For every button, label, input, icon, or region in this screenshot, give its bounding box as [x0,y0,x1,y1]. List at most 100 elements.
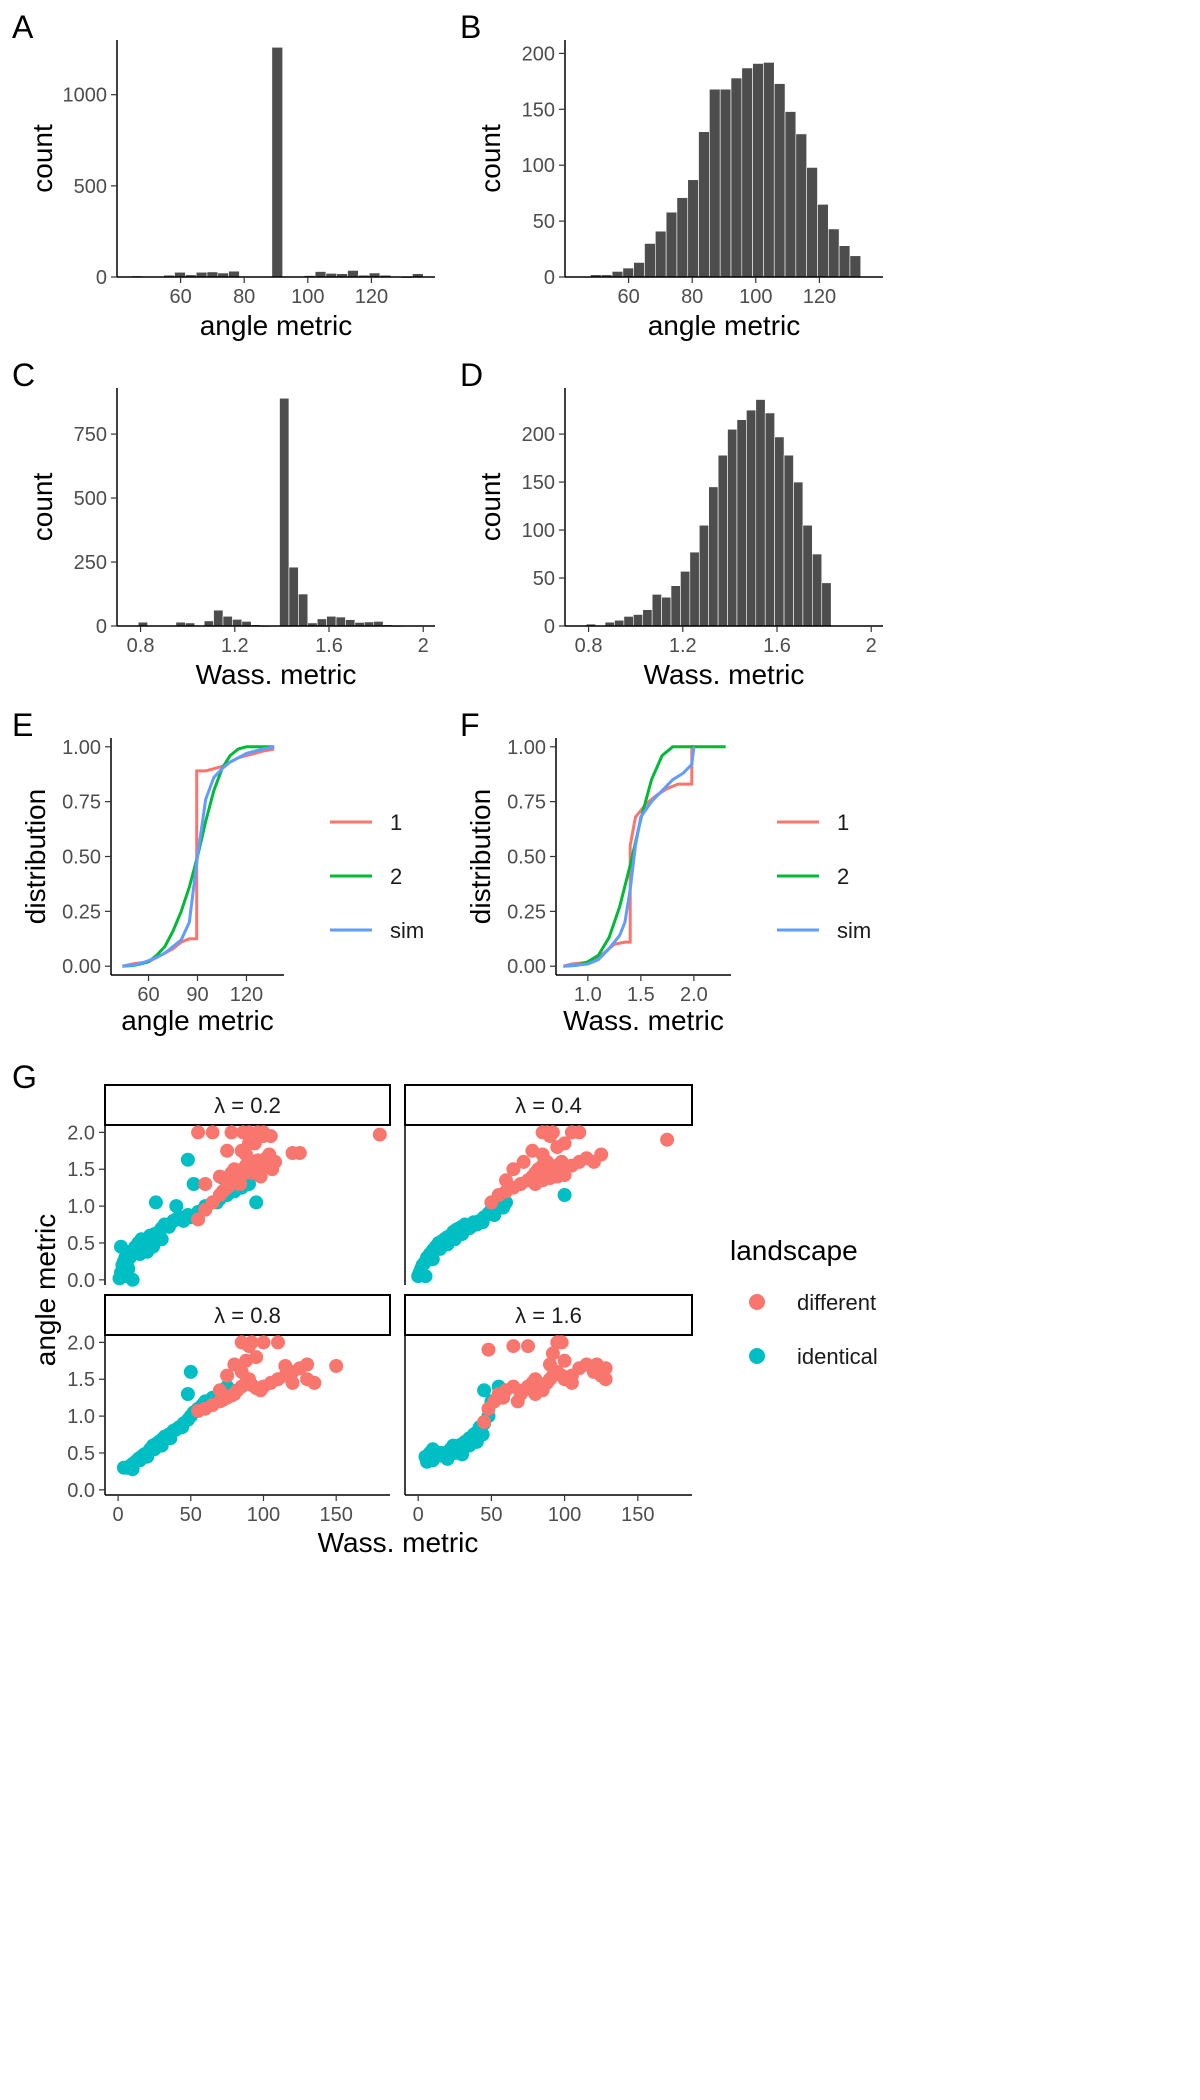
x-tick-label: 1.2 [669,635,697,657]
point-identical [114,1239,128,1254]
panel-tag: B [460,9,481,45]
point-different [224,1125,239,1140]
x-tick-label: 2.0 [680,984,708,1006]
y-tick-label: 0.0 [67,1270,95,1292]
legend-label: sim [390,918,424,943]
point-different [233,1177,248,1191]
histogram-bar [622,267,634,278]
y-tick-label: 150 [522,472,555,494]
y-tick-label: 0 [96,616,107,638]
x-tick-label: 100 [548,1504,581,1526]
histogram-bar [203,620,214,627]
y-tick-label: 0.5 [67,1443,95,1465]
scatter-points [116,1335,344,1477]
histogram-bar [232,619,243,627]
point-different [329,1359,344,1373]
point-different [535,1383,550,1398]
x-tick-label: 50 [180,1504,202,1526]
histogram-bar [698,524,709,627]
y-axis-label: distribution [465,789,496,924]
y-axis-label: count [475,124,506,193]
legend-label: identical [797,1344,878,1369]
series-line-sim [563,746,696,968]
x-tick-label: 60 [137,984,159,1006]
point-identical [125,1272,140,1287]
histogram-bar [661,596,672,627]
panel-tag: G [12,1059,37,1095]
point-different [506,1339,521,1354]
y-tick-label: 1.0 [67,1196,95,1218]
histogram-bar [345,619,356,627]
panel-tag: D [460,357,483,393]
scatter-points [411,1125,675,1284]
point-different [227,1357,242,1372]
panel-c: 0.8 1.2 1.6 2 0 250 500 750 Wass. metric count C [12,357,435,690]
x-tick-label: 2 [866,635,877,657]
panel-d: 0.8 1.2 1.6 2 0 50 100 150 200 Wass. metric count D [460,357,883,690]
point-identical [175,1420,190,1435]
facet-3: λ = 0.8 0.0 0.5 1.0 1.5 2.0 0 50 100 150 [67,1294,391,1526]
point-identical [475,1215,490,1230]
x-tick-label: 60 [169,286,191,308]
histogram-bar [665,211,678,278]
point-different [256,1335,271,1350]
point-different [557,1353,572,1368]
point-different [234,1143,249,1158]
histogram-bar [676,197,689,278]
point-identical [121,1261,136,1276]
point-identical [180,1152,195,1167]
histogram-bar [817,204,829,278]
point-different [372,1127,387,1142]
histogram-bar [730,77,743,278]
histogram-bar [763,62,775,278]
point-identical [463,1219,478,1234]
y-tick-label: 0.50 [507,847,546,869]
y-tick-label: 1.5 [67,1159,95,1181]
x-tick-label: 150 [320,1504,353,1526]
facet-strip-label: λ = 0.4 [515,1093,582,1118]
point-different [212,1383,227,1398]
y-axis-label: distribution [20,789,51,924]
point-identical [249,1195,264,1210]
scatter-points [418,1335,613,1469]
y-tick-label: 1.5 [67,1369,95,1391]
facet-1: λ = 0.2 0.0 0.5 1.0 1.5 2.0 [67,1084,391,1292]
histogram-bar [316,618,327,627]
histogram-bar [802,524,813,627]
point-different [242,1125,256,1140]
histogram-bar [828,228,840,278]
x-axis-label: angle metric [121,1005,274,1036]
histogram-bar [279,397,290,627]
scatter-points [112,1125,387,1287]
point-different [285,1146,300,1160]
histogram-bar [326,615,337,627]
point-different [278,1359,293,1373]
x-tick-label: 120 [230,984,263,1006]
point-identical [475,1427,490,1442]
x-tick-label: 100 [247,1504,280,1526]
point-different [545,1346,560,1361]
y-axis-label: count [27,124,58,193]
x-axis-label: Wass. metric [644,659,805,690]
histogram-bar [719,88,732,278]
x-tick-label: 60 [617,286,639,308]
legend-label: 1 [837,810,849,835]
histogram-bar [795,133,807,278]
x-axis-label: angle metric [648,310,801,341]
panel-g: Gλ = 0.2 0.0 0.5 1.0 1.5 2.0 λ = 0.4 λ = 0.8 0.0… [12,1059,878,1558]
histogram-bar [821,582,832,627]
x-tick-label: 0 [413,1504,424,1526]
x-tick-label: 50 [480,1504,502,1526]
y-tick-label: 1000 [63,85,108,107]
facet-strip [404,1294,693,1336]
y-tick-label: 500 [74,488,107,510]
point-different [557,1168,572,1183]
y-tick-label: 250 [74,552,107,574]
point-identical [186,1177,201,1191]
facet-strip-label: λ = 0.2 [214,1093,281,1118]
x-axis-label: angle metric [200,310,353,341]
histogram-bar [335,616,346,627]
legend: 1 2 sim [330,810,424,943]
facet-2: λ = 0.4 [404,1084,693,1285]
